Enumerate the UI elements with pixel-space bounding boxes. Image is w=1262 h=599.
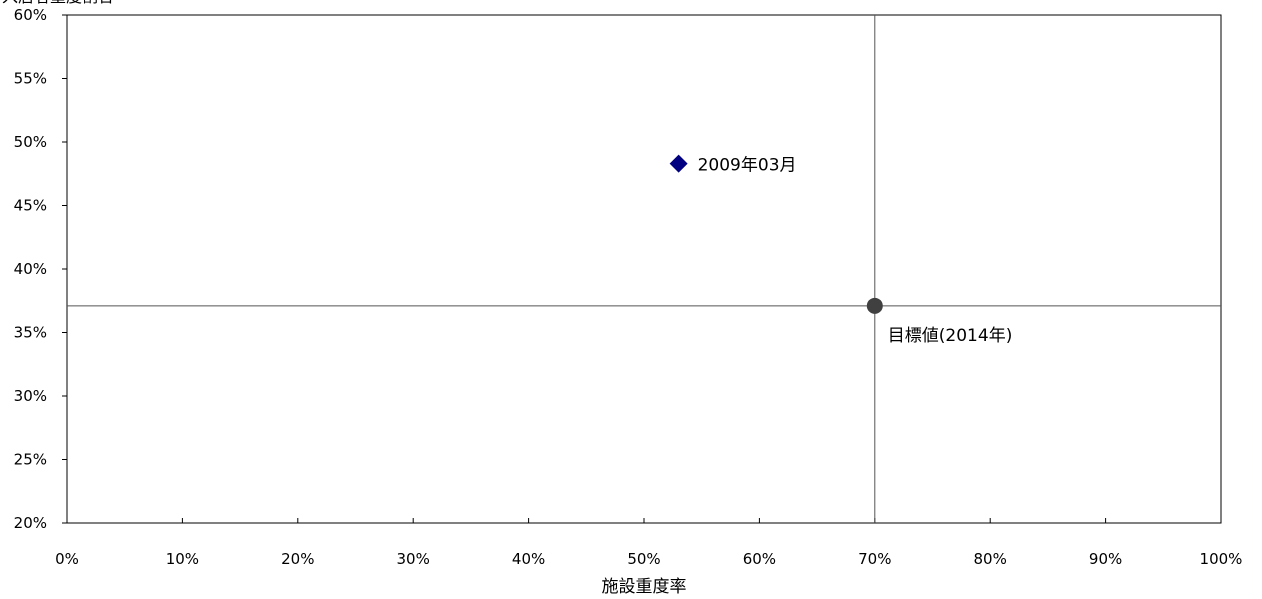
- point-label: 目標値(2014年): [888, 326, 1013, 346]
- y-axis-title-clipped: 入居者重度割合: [2, 0, 114, 6]
- reference-lines: [67, 15, 1221, 523]
- x-tick-label: 20%: [281, 550, 314, 568]
- y-tick-label: 50%: [14, 133, 47, 151]
- x-tick-label: 50%: [627, 550, 660, 568]
- y-tick-label: 35%: [14, 324, 47, 342]
- x-tick-label: 80%: [974, 550, 1007, 568]
- x-tick-label: 100%: [1200, 550, 1243, 568]
- y-axis: 20% 25% 30% 35% 40% 45% 50% 55% 60%: [14, 6, 67, 532]
- y-tick-label: 20%: [14, 514, 47, 532]
- x-tick-label: 40%: [512, 550, 545, 568]
- y-tick-label: 45%: [14, 197, 47, 215]
- x-axis: 0% 10% 20% 30% 40% 50% 60% 70% 80% 90% 100%: [55, 518, 1242, 568]
- y-tick-label: 30%: [14, 387, 47, 405]
- x-tick-label: 10%: [166, 550, 199, 568]
- y-tick-label: 25%: [14, 451, 47, 469]
- y-tick-label: 40%: [14, 260, 47, 278]
- point-marker-circle: [866, 297, 883, 314]
- x-axis-title: 施設重度率: [602, 577, 687, 597]
- y-tick-label: 60%: [14, 6, 47, 24]
- x-tick-label: 0%: [55, 550, 79, 568]
- x-tick-label: 60%: [743, 550, 776, 568]
- x-tick-label: 30%: [397, 550, 430, 568]
- point-label: 2009年03月: [698, 156, 797, 176]
- x-tick-label: 70%: [858, 550, 891, 568]
- y-tick-label: 55%: [14, 70, 47, 88]
- x-tick-label: 90%: [1089, 550, 1122, 568]
- point-marker-diamond: [669, 154, 688, 173]
- plot-area: [66, 14, 1222, 524]
